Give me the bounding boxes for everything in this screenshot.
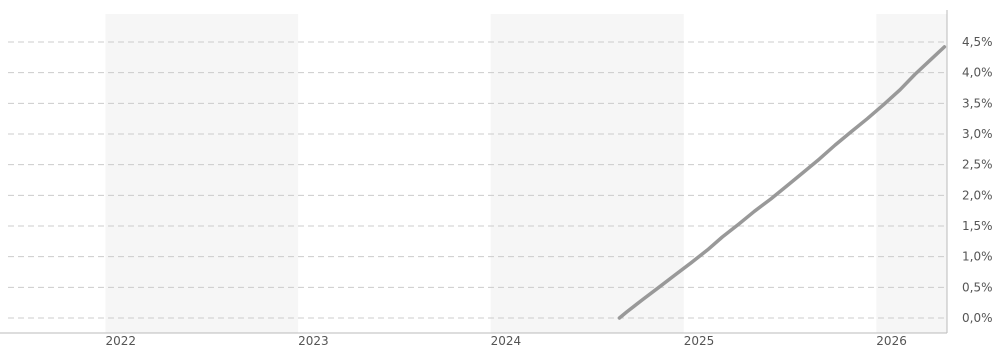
series-group	[617, 45, 947, 320]
y-tick-label: 4,5%	[962, 35, 993, 49]
x-tick-labels: 2022 2023 2024 2025 2026	[106, 334, 907, 345]
y-tick-label: 0,5%	[962, 280, 993, 294]
y-tick-label: 0,0%	[962, 311, 993, 325]
x-tick-label: 2026	[876, 334, 907, 345]
y-tick-label: 2,0%	[962, 188, 993, 202]
y-tick-label: 1,0%	[962, 250, 993, 264]
series-line-0	[617, 45, 947, 320]
year-bands	[105, 14, 947, 333]
x-tick-label: 2022	[106, 334, 137, 345]
y-tick-label: 4,0%	[962, 66, 993, 80]
grid-lines	[8, 41, 947, 319]
year-band-2026	[876, 14, 947, 333]
x-tick-label: 2024	[491, 334, 522, 345]
y-tick-label: 1,5%	[962, 219, 993, 233]
y-tick-label: 3,0%	[962, 127, 993, 141]
y-tick-labels: 0,0% 0,5% 1,0% 1,5% 2,0% 2,5% 3,0% 3,5% 4,0% 4,5%	[962, 35, 993, 325]
y-tick-label: 2,5%	[962, 158, 993, 172]
year-band-2024	[490, 14, 684, 333]
x-tick-label: 2025	[684, 334, 715, 345]
year-band-2022	[105, 14, 299, 333]
x-tick-label: 2023	[298, 334, 329, 345]
y-tick-label: 3,5%	[962, 96, 993, 110]
